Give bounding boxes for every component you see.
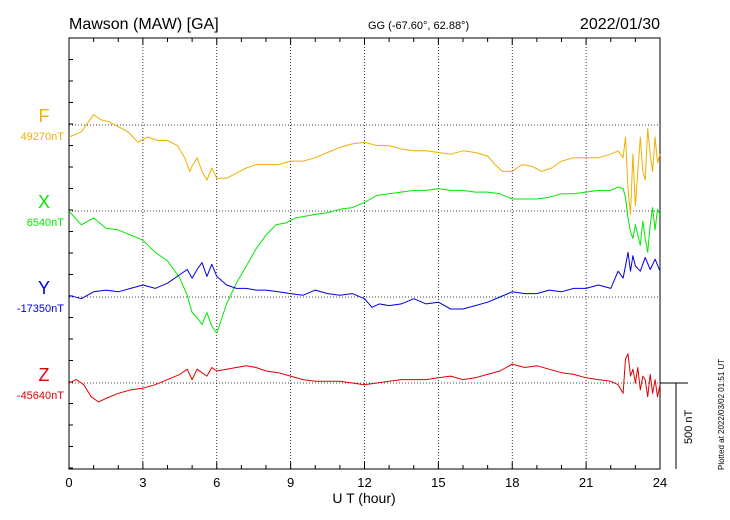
series-baseline-y: -17350nT <box>17 303 64 315</box>
series-name-f: F <box>39 106 50 126</box>
x-tick-label: 3 <box>139 475 146 490</box>
series-line-y <box>68 251 661 310</box>
x-tick-label: 24 <box>653 475 667 490</box>
date-label: 2022/01/30 <box>580 16 660 33</box>
coordinates-label: GG (-67.60°, 62.88°) <box>368 20 469 32</box>
x-tick-label: 9 <box>287 475 294 490</box>
series-name-x: X <box>38 192 50 212</box>
scale-bar-label: 500 nT <box>683 409 695 444</box>
x-tick-label: 18 <box>505 475 519 490</box>
x-axis-label: U T (hour) <box>332 490 395 506</box>
x-tick-label: 12 <box>357 475 371 490</box>
series-baseline-f: 49270nT <box>21 131 65 143</box>
x-tick-label: 21 <box>579 475 593 490</box>
series-name-z: Z <box>39 365 50 385</box>
scale-bar: 500 nT <box>660 382 695 469</box>
series-layer <box>68 114 661 403</box>
plotted-timestamp: Plotted at 2022/03/02 01:51 UT <box>717 359 726 470</box>
x-axis: 0 3 6 9 12 15 18 21 24 <box>65 38 667 490</box>
left-minor-ticks <box>69 59 73 469</box>
series-labels: F 49270nT X 6540nT Y -17350nT Z -45640nT <box>17 106 64 402</box>
series-baseline-z: -45640nT <box>17 390 64 402</box>
series-line-z <box>68 353 661 403</box>
station-title: Mawson (MAW) [GA] <box>69 16 219 33</box>
x-tick-label: 0 <box>65 475 72 490</box>
grid <box>69 38 660 469</box>
series-line-f <box>68 114 661 215</box>
x-tick-label: 15 <box>431 475 445 490</box>
series-line-x <box>68 186 661 334</box>
series-name-y: Y <box>38 278 50 298</box>
series-baseline-x: 6540nT <box>27 217 65 229</box>
x-tick-label: 6 <box>213 475 220 490</box>
